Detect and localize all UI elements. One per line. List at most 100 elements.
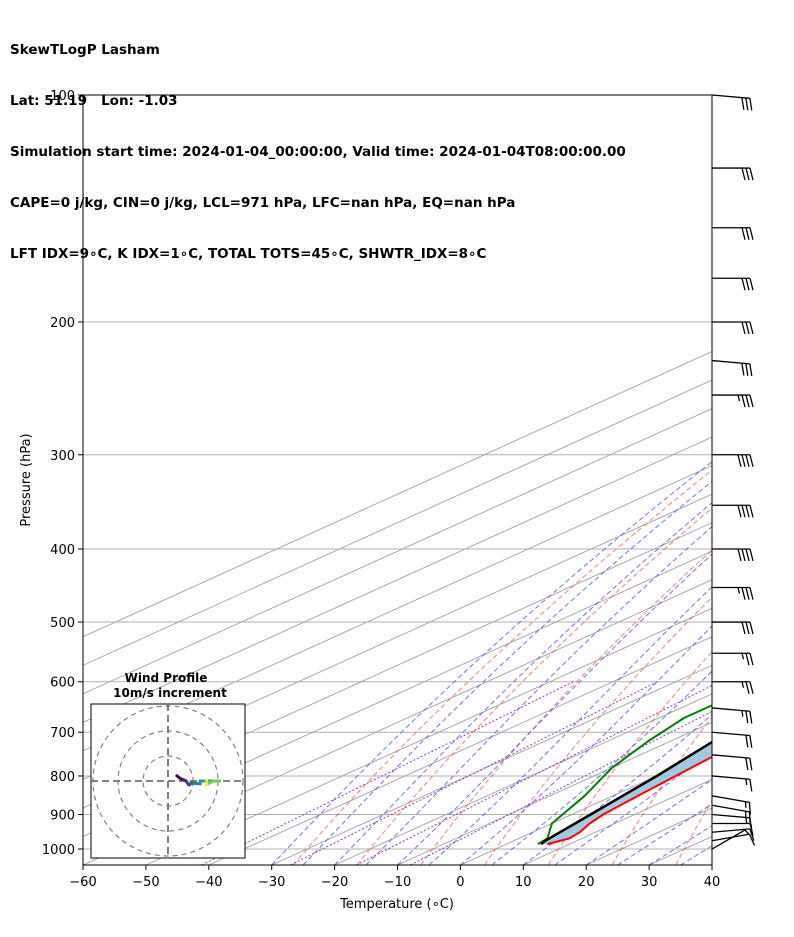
wind-barb (711, 828, 755, 841)
wind-barb (711, 94, 753, 111)
wind-barb (711, 754, 753, 771)
wind-barb (712, 586, 754, 600)
wind-barb-flag (745, 394, 750, 408)
wind-barb-flag (745, 621, 750, 635)
wind-barb-shaft (711, 804, 750, 813)
wind-barb-flag (749, 735, 753, 748)
wind-barb (711, 795, 751, 815)
wind-barb (712, 652, 754, 666)
wind-barb-shaft (711, 775, 750, 780)
wind-barb-shaft (711, 754, 750, 759)
wind-barb-flag (749, 394, 754, 408)
wind-barb-half-flag (741, 710, 744, 717)
wind-barb-shaft (711, 828, 750, 833)
wind-barb-flag (737, 548, 742, 562)
x-tick-label: 40 (704, 875, 721, 890)
wind-barb-flag (737, 505, 742, 518)
mixing-ratio-line (410, 710, 712, 865)
wind-barb-flag (741, 621, 746, 635)
y-tick-label: 900 (50, 809, 75, 824)
wind-barb (712, 277, 754, 291)
y-tick-label: 700 (50, 726, 75, 741)
wind-barb-flag (745, 735, 749, 748)
wind-barb-flag (745, 227, 750, 240)
wind-barb-flag (749, 98, 753, 111)
moist-adiabat-line (460, 625, 712, 865)
mixing-ratio-line (356, 684, 712, 865)
x-tick-label: 30 (641, 875, 658, 890)
wind-barb-flag (741, 167, 746, 181)
wind-barb-shaft (711, 94, 750, 99)
wind-barb-flag (745, 681, 750, 694)
wind-barb-shaft (711, 707, 750, 712)
wind-barb-flag (748, 802, 751, 815)
wind-barb-flag (745, 97, 749, 111)
wind-barb (712, 394, 754, 408)
moist-adiabat-line (617, 803, 712, 865)
wind-barb-shaft (711, 359, 750, 365)
wind-barb-flag (749, 363, 753, 377)
moist-adiabat-line (522, 714, 712, 865)
moist-adiabat-line (554, 749, 712, 865)
isotherm-line (145, 607, 712, 865)
wind-barb (711, 833, 756, 846)
wind-barb-flag (737, 454, 742, 467)
wind-barb-flag (749, 587, 754, 600)
wind-barb (711, 775, 753, 792)
dry-adiabat-line (420, 549, 712, 865)
y-tick-label: 300 (50, 449, 75, 464)
moist-adiabat-line (711, 864, 712, 865)
title-coordinates: Lat: 51.19 Lon: -1.03 (10, 93, 178, 109)
isotherm-line (83, 351, 712, 638)
wind-barb-flag (741, 97, 745, 110)
y-tick-label: 200 (50, 316, 75, 331)
isotherm-line (460, 750, 712, 865)
y-tick-label: 800 (50, 770, 75, 785)
wind-profile-inset: Wind Profile 10m/s increment (90, 671, 246, 859)
wind-barb-flag (745, 548, 750, 562)
moist-adiabat-line (302, 480, 712, 865)
wind-barb-half-flag (737, 394, 741, 402)
wind-barb-flag (745, 278, 750, 291)
axes: Temperature (∘C) Pressure (hPa) −60 −50 −4… (19, 89, 720, 912)
wind-barb-shaft (711, 833, 750, 842)
x-tick-label: 0 (456, 875, 464, 890)
wind-barb-flag (741, 548, 746, 562)
wind-barb-shaft (711, 731, 750, 737)
mixing-ratio-line (290, 681, 658, 865)
moist-adiabat-line (397, 553, 712, 865)
isotherm-line (711, 864, 712, 865)
isotherm-line (83, 408, 712, 695)
wind-barb-flag (745, 757, 749, 771)
dry-adiabat-line (740, 95, 794, 865)
wind-barb-flag (749, 758, 753, 771)
isotherm-line (523, 778, 712, 865)
wind-barb-flag (741, 505, 746, 518)
wind-barb-flag (748, 811, 751, 825)
y-tick-label: 600 (50, 676, 75, 691)
wind-barb-shaft (711, 829, 746, 850)
wind-barb-flag (749, 505, 754, 518)
wind-barb-flag (749, 227, 754, 240)
wind-barb-shaft (711, 813, 750, 819)
dry-adiabat-line (356, 507, 712, 865)
title-station: SkewTLogP Lasham (10, 42, 160, 58)
x-tick-label: −50 (132, 875, 159, 890)
wind-barb-flag (741, 394, 746, 408)
wind-barb-flag (749, 621, 754, 635)
moist-adiabat-line (744, 95, 794, 865)
temperature-profile-line (547, 755, 712, 846)
wind-barb (712, 454, 754, 467)
parcel-profile-line (540, 740, 712, 846)
wind-barb-flag (749, 681, 754, 694)
wind-barb (712, 548, 754, 562)
isotherm-line (334, 693, 712, 865)
wind-barb-flag (749, 711, 753, 724)
wind-barb-flag (749, 321, 754, 335)
y-tick-label: 1000 (42, 843, 75, 858)
y-tick-label: 100 (50, 89, 75, 104)
wind-barb-flag (749, 454, 754, 467)
wind-barb-flag (745, 710, 749, 724)
moist-adiabat-line (334, 502, 712, 865)
x-tick-label: −60 (69, 875, 96, 890)
